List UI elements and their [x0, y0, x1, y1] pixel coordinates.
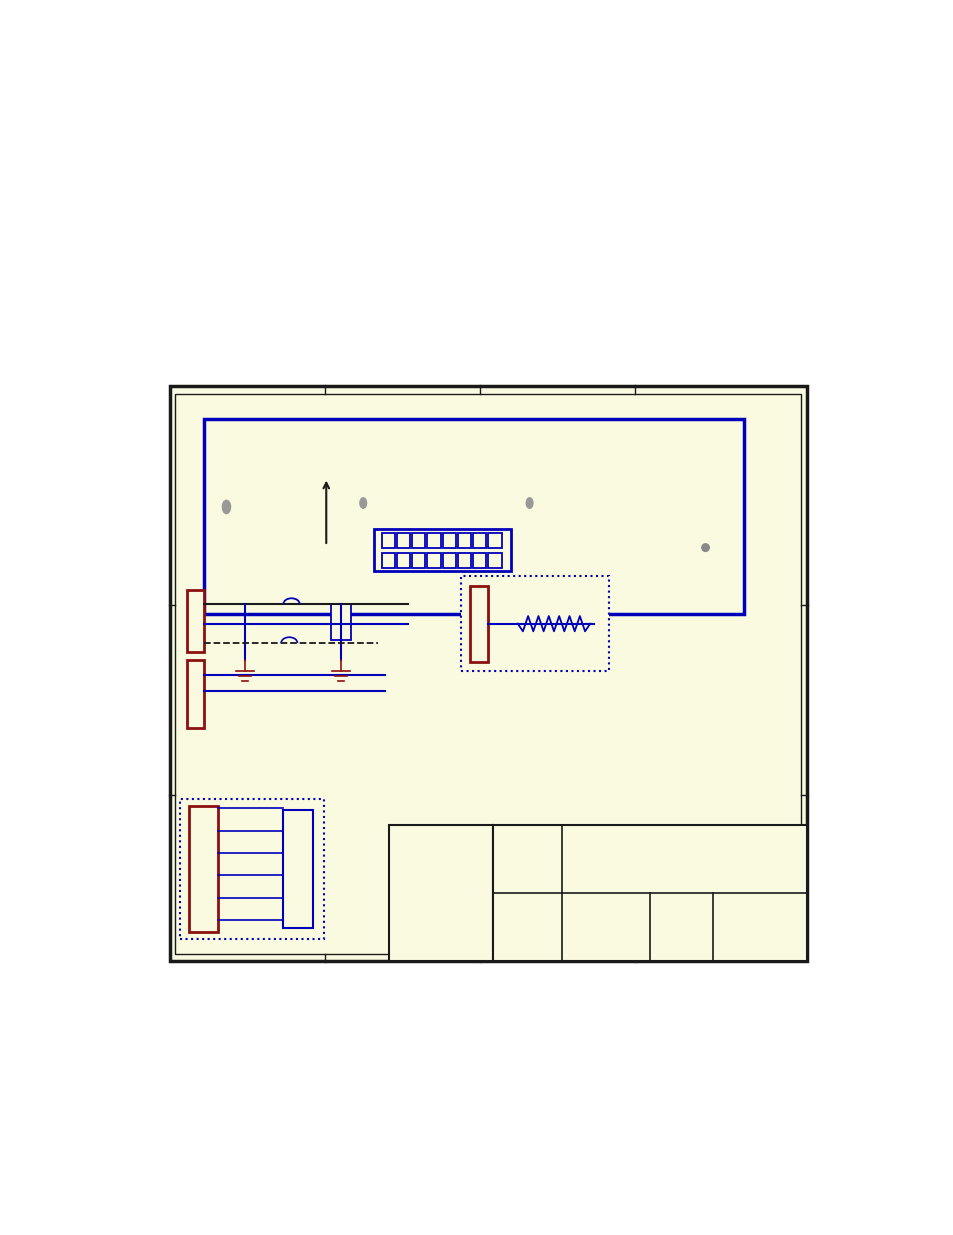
Bar — [473, 532, 486, 548]
Bar — [427, 532, 440, 548]
Bar — [175, 394, 801, 953]
Bar — [442, 532, 456, 548]
Bar — [396, 553, 410, 568]
Bar — [374, 529, 511, 572]
Bar — [381, 553, 395, 568]
Bar — [180, 799, 324, 940]
Bar — [412, 532, 425, 548]
Bar — [389, 825, 492, 961]
Bar — [492, 825, 806, 961]
Bar — [189, 806, 218, 931]
Bar — [488, 532, 501, 548]
Bar — [473, 553, 486, 568]
Ellipse shape — [701, 543, 708, 551]
Bar — [488, 553, 501, 568]
Bar — [396, 532, 410, 548]
Bar — [427, 553, 440, 568]
Bar — [457, 532, 471, 548]
Bar — [283, 810, 313, 927]
Bar — [187, 659, 204, 729]
Bar — [469, 585, 488, 662]
Ellipse shape — [222, 500, 231, 514]
Bar — [412, 553, 425, 568]
Ellipse shape — [526, 498, 533, 509]
Bar — [381, 532, 395, 548]
Bar — [457, 553, 471, 568]
Bar — [460, 576, 608, 672]
Bar — [187, 590, 204, 652]
Bar — [204, 419, 743, 614]
Bar — [442, 553, 456, 568]
Bar — [331, 604, 351, 640]
Ellipse shape — [359, 498, 366, 509]
Bar — [170, 385, 806, 961]
